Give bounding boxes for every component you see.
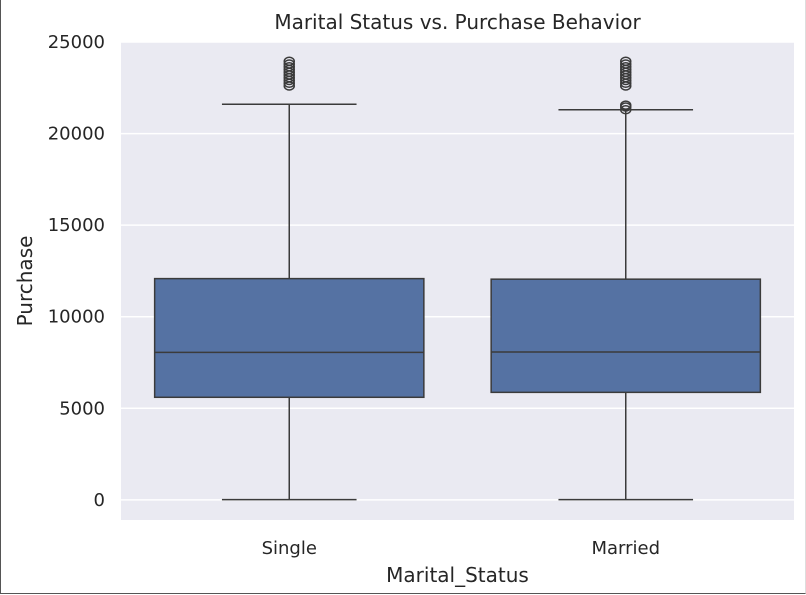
x-tick-label: Single [262,538,317,559]
outlier-point [620,56,632,66]
outlier-point [620,61,632,72]
y-tick-label: 10000 [48,307,105,328]
y-tick-label: 20000 [48,124,105,145]
outlier-point [283,61,295,72]
x-tick-label: Married [591,538,660,559]
y-tick-labels: 0 5000 10000 15000 20000 25000 [48,32,105,511]
y-tick-label: 25000 [48,32,105,53]
box-single [153,56,425,501]
y-tick-label: 5000 [59,398,105,419]
x-tick-labels: Single Married [262,538,660,559]
y-axis-label: Purchase [13,236,37,327]
y-tick-label: 0 [94,490,105,511]
outlier-point [620,105,632,115]
outlier-point [283,56,295,66]
x-axis-label: Marital_Status [386,563,529,587]
iqr-box [153,277,425,399]
y-tick-label: 15000 [48,215,105,236]
box-married [490,56,762,501]
outlier-point [620,59,632,69]
iqr-box [490,278,762,394]
boxes [153,56,762,501]
outlier-point [283,59,295,69]
chart-title: Marital Status vs. Purchase Behavior [274,10,641,34]
outlier-point [620,100,632,110]
